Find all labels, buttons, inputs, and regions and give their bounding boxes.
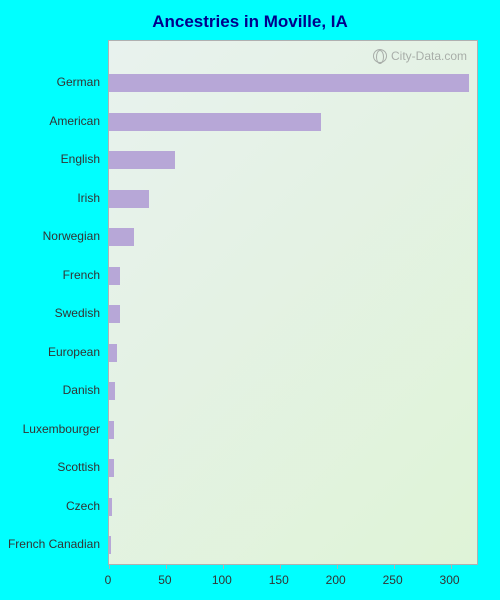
y-axis-label: European [0, 345, 100, 359]
y-axis-label: Luxembourger [0, 422, 100, 436]
bar [109, 74, 469, 92]
y-axis-label: Irish [0, 191, 100, 205]
bar [109, 421, 114, 439]
x-axis-label: 200 [326, 573, 346, 587]
x-tick [280, 564, 281, 569]
x-tick [166, 564, 167, 569]
bar [109, 536, 111, 554]
x-axis-label: 50 [158, 573, 171, 587]
watermark-text: City-Data.com [391, 49, 467, 63]
watermark: City-Data.com [373, 49, 467, 63]
y-axis-label: French Canadian [0, 537, 100, 551]
bar [109, 113, 321, 131]
x-tick [337, 564, 338, 569]
y-axis-label: English [0, 152, 100, 166]
y-axis-label: Swedish [0, 306, 100, 320]
x-axis-label: 0 [105, 573, 112, 587]
y-axis-label: Danish [0, 383, 100, 397]
globe-icon [373, 49, 387, 63]
plot-area: City-Data.com [108, 40, 478, 565]
bar [109, 498, 112, 516]
x-axis-label: 250 [383, 573, 403, 587]
bar [109, 190, 149, 208]
y-axis-label: German [0, 75, 100, 89]
y-axis-label: French [0, 268, 100, 282]
x-tick [109, 564, 110, 569]
y-axis-label: Czech [0, 499, 100, 513]
chart-title: Ancestries in Moville, IA [0, 12, 500, 32]
bar [109, 305, 120, 323]
x-axis-label: 150 [269, 573, 289, 587]
bar [109, 344, 117, 362]
y-axis-label: Norwegian [0, 229, 100, 243]
x-tick [394, 564, 395, 569]
bar [109, 228, 134, 246]
y-axis-label: Scottish [0, 460, 100, 474]
bar [109, 382, 115, 400]
x-axis-label: 100 [212, 573, 232, 587]
bar [109, 151, 175, 169]
y-axis-label: American [0, 114, 100, 128]
x-axis-label: 300 [440, 573, 460, 587]
chart-container: Ancestries in Moville, IA City-Data.com … [0, 0, 500, 600]
x-tick [451, 564, 452, 569]
x-tick [223, 564, 224, 569]
bar [109, 267, 120, 285]
bar [109, 459, 114, 477]
